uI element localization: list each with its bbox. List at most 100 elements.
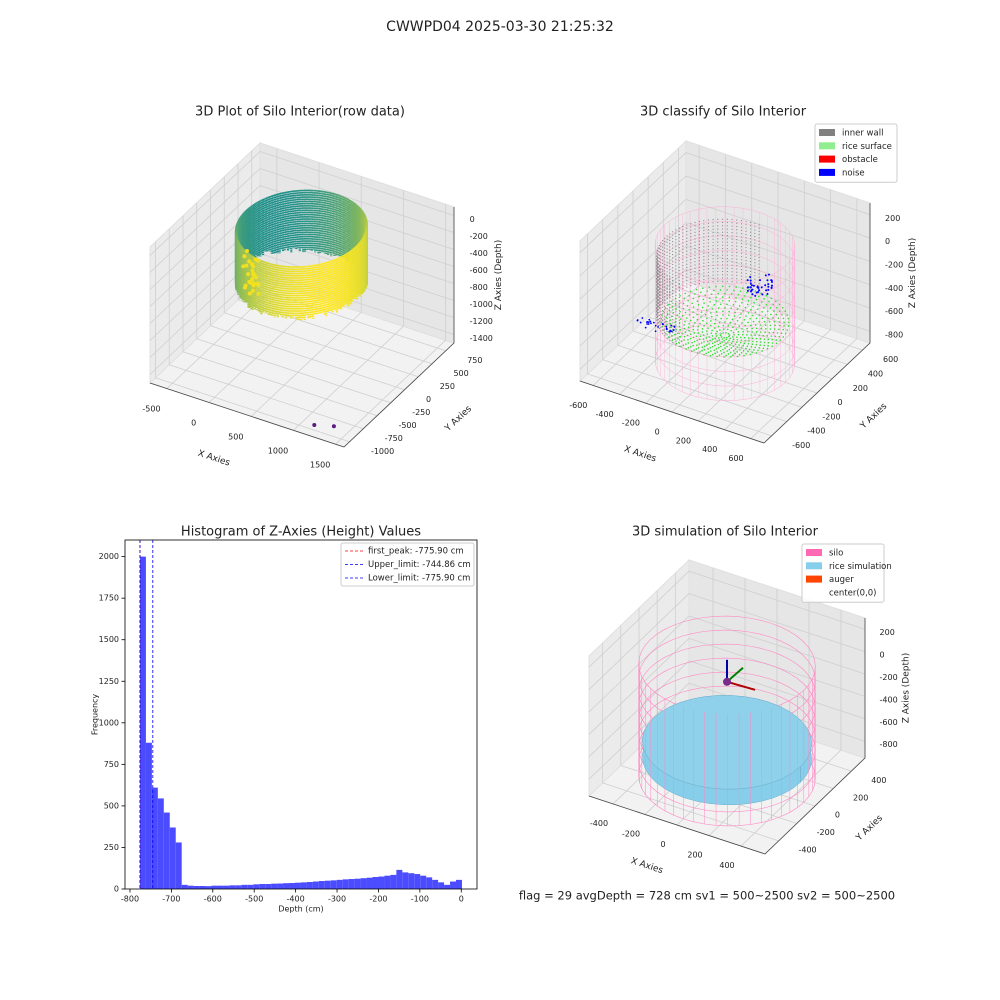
wall-point <box>726 241 728 243</box>
noise-point <box>766 279 769 282</box>
wall-point <box>662 272 664 274</box>
wall-point <box>669 292 671 294</box>
surface-point <box>680 345 682 348</box>
wall-point <box>686 263 688 265</box>
bar <box>187 885 194 889</box>
surface-point <box>720 317 722 320</box>
wall-point <box>749 241 752 243</box>
wall-point <box>758 269 760 272</box>
wall-point <box>662 266 664 268</box>
wall-point <box>694 283 696 286</box>
wall-point <box>712 274 714 276</box>
wall-point <box>675 291 677 293</box>
surface-point <box>667 336 670 338</box>
wall-point <box>660 242 662 244</box>
legend-swatch <box>806 562 822 570</box>
wall-point <box>662 293 664 295</box>
surface-point <box>769 328 772 330</box>
y-tick-label: -400 <box>807 427 825 436</box>
wall-point <box>675 261 677 264</box>
surface-point <box>773 328 776 330</box>
surface-point <box>665 320 667 323</box>
surface-point <box>750 346 753 348</box>
wall-point <box>672 309 674 311</box>
surface-point <box>747 337 750 339</box>
wall-point <box>669 326 671 328</box>
wall-point <box>712 254 714 257</box>
y-tick-label: 400 <box>871 776 886 785</box>
surface-point <box>721 296 724 298</box>
wall-point <box>657 247 659 249</box>
y-tick-label: 1750 <box>99 594 119 603</box>
surface-point <box>736 355 739 358</box>
noise-point <box>654 324 657 327</box>
surface-point <box>673 333 676 336</box>
bar <box>360 878 367 889</box>
noise-point <box>758 289 761 292</box>
wall-point <box>660 320 662 322</box>
wall-point <box>669 282 671 284</box>
wall-point <box>758 227 760 229</box>
surface-point <box>723 336 725 339</box>
wall-point <box>698 260 700 262</box>
surface-point <box>726 341 729 343</box>
wall-point <box>662 256 664 258</box>
bar <box>318 881 325 889</box>
surface-point <box>690 345 692 348</box>
wall-point <box>736 235 738 237</box>
surface-point <box>683 297 685 300</box>
wall-point <box>662 300 664 302</box>
wall-point <box>675 271 677 273</box>
noise-point <box>750 289 753 292</box>
wall-point <box>745 220 747 223</box>
bar <box>205 886 212 889</box>
surface-point <box>775 339 778 341</box>
surface-point <box>760 327 763 330</box>
wall-point <box>666 281 668 284</box>
x-tick-label: 0 <box>459 895 464 904</box>
bar <box>300 882 307 889</box>
surface-point <box>760 331 762 333</box>
wall-point <box>656 273 659 275</box>
wall-point <box>694 251 696 253</box>
surface-point <box>752 305 754 308</box>
surface-point <box>695 335 698 338</box>
wall-point <box>736 281 738 283</box>
wall-point <box>749 264 752 266</box>
noise-point <box>760 286 763 289</box>
bar <box>342 879 349 889</box>
wall-point <box>657 295 659 297</box>
surface-point <box>703 302 705 304</box>
wall-point <box>669 265 671 268</box>
wall-point <box>703 252 705 254</box>
x-tick-label: -300 <box>328 895 346 904</box>
wall-point <box>717 267 719 269</box>
surface-point <box>719 334 722 337</box>
wall-point <box>662 280 664 282</box>
surface-point <box>751 331 753 333</box>
x-tick-label: -500 <box>245 895 263 904</box>
grid-line <box>588 593 690 690</box>
surface-point <box>676 314 679 316</box>
surface-point <box>768 331 771 334</box>
wall-point <box>686 247 688 249</box>
surface-point <box>707 305 710 307</box>
wall-point <box>666 235 668 237</box>
wall-point <box>712 235 714 237</box>
wall-point <box>690 232 692 235</box>
bar <box>426 877 433 889</box>
wall-point <box>675 340 677 342</box>
wall-point <box>664 318 666 321</box>
wall-point <box>721 218 724 220</box>
wall-point <box>740 249 743 251</box>
wall-point <box>666 298 668 300</box>
bar <box>235 885 242 889</box>
surface-point <box>715 285 717 288</box>
bar <box>217 885 224 889</box>
bar <box>163 812 170 889</box>
wall-point <box>660 287 662 290</box>
legend-label: Lower_limit: -775.90 cm <box>368 574 470 584</box>
wall-point <box>736 265 738 267</box>
surface-point <box>679 310 681 313</box>
wall-point <box>698 282 700 285</box>
